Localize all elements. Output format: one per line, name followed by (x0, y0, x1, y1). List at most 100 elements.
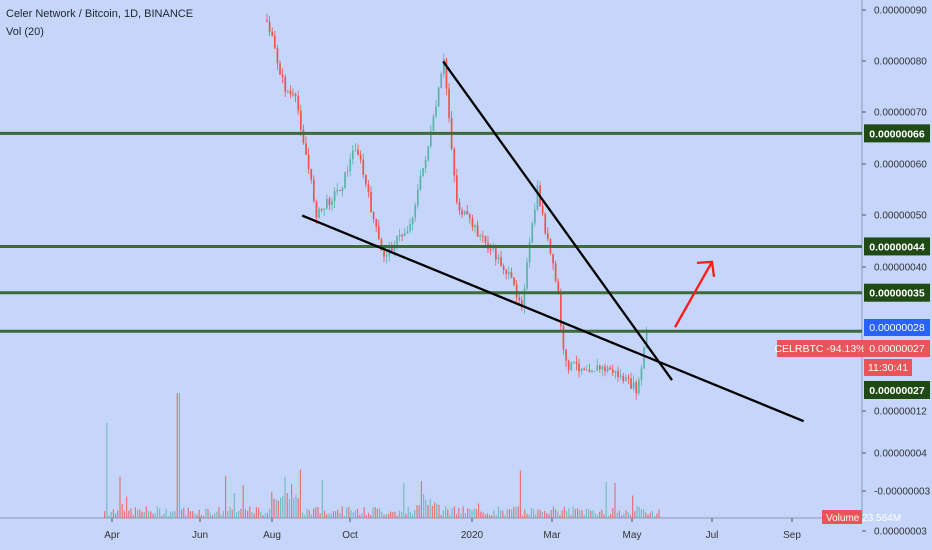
candle-body (520, 300, 523, 308)
volume-bar (524, 509, 526, 518)
volume-bar (517, 506, 519, 518)
volume-bar (383, 514, 385, 518)
volume-bar (203, 515, 205, 518)
symbol-badge-label: CELRBTC -94.13% (774, 343, 865, 355)
candle-body (266, 20, 268, 22)
candle-body (390, 245, 393, 251)
volume-bar (330, 513, 332, 518)
volume-bar (313, 508, 315, 518)
volume-bar (255, 506, 257, 518)
volume-bar (427, 505, 429, 518)
volume-bar (317, 507, 319, 518)
volume-bar (126, 496, 128, 518)
volume-bar (603, 514, 605, 518)
x-tick-label: Aug (263, 530, 281, 541)
volume-bar (335, 511, 337, 518)
volume-bar (431, 505, 433, 518)
candle-body (627, 377, 630, 379)
volume-bar (497, 506, 499, 518)
candle-body (377, 226, 380, 240)
candle-body (403, 233, 406, 236)
candle-body (388, 245, 391, 255)
volume-bar (425, 499, 427, 518)
volume-bar (233, 493, 235, 518)
volume-bar (651, 510, 653, 518)
x-tick-label: May (623, 530, 642, 541)
volume-bar (269, 508, 271, 518)
volume-bar (222, 511, 224, 518)
candle-body (531, 223, 534, 243)
volume-bar (275, 499, 277, 518)
volume-bar (583, 514, 585, 518)
volume-bar (515, 507, 517, 518)
volume-bar (495, 515, 497, 518)
volume-bar (640, 509, 642, 518)
volume-bar (170, 511, 172, 518)
volume-bar (370, 514, 372, 518)
volume-bar (148, 511, 150, 518)
candle-body (489, 248, 492, 250)
chart-header: Celer Network / Bitcoin, 1D, BINANCE Vol… (6, 5, 193, 41)
volume-bar (205, 508, 207, 518)
volume-bar (280, 497, 282, 518)
volume-bar (352, 512, 354, 518)
candle-body (370, 191, 372, 213)
volume-bar (304, 514, 306, 518)
volume-bar (594, 513, 596, 518)
volume-bar (449, 514, 451, 518)
volume-bar (240, 508, 242, 518)
volume-bar (185, 515, 187, 518)
volume-bar (396, 515, 398, 518)
candle-body (533, 209, 536, 224)
volume-bar (605, 481, 607, 518)
candle-body (320, 208, 323, 210)
candle-body (328, 198, 331, 205)
candle-body (510, 272, 513, 278)
volume-bar (359, 514, 361, 518)
volume-bar (414, 510, 416, 518)
candle-body (611, 369, 614, 373)
volume-bar (251, 512, 253, 518)
volume-bar (475, 509, 477, 518)
volume-bar (260, 511, 262, 518)
candle-body (442, 59, 445, 74)
volume-bar (346, 507, 348, 518)
volume-bar (480, 511, 482, 518)
volume-bar (374, 507, 376, 518)
candle-body (583, 368, 586, 371)
volume-bar (528, 514, 530, 518)
volume-bar (572, 506, 574, 518)
volume-bar (548, 514, 550, 518)
candle-body (479, 235, 482, 237)
candle-body (312, 179, 315, 202)
volume-bar (115, 513, 117, 518)
candle-body (515, 284, 518, 298)
volume-bar (176, 393, 178, 518)
volume-bar (348, 506, 350, 518)
volume-bar (253, 513, 255, 518)
volume-bar (566, 510, 568, 518)
candle-body (281, 74, 284, 78)
last-price-badge (864, 340, 930, 357)
volume-bar (447, 509, 449, 518)
candle-body (580, 368, 583, 372)
candle-body (604, 366, 606, 372)
volume-bars (104, 393, 660, 518)
volume-bar (535, 514, 537, 518)
volume-bar (108, 515, 110, 518)
candle-body (393, 246, 396, 251)
volume-bar (614, 482, 616, 518)
volume-bar (209, 512, 211, 518)
volume-bar (638, 506, 640, 518)
volume-bar (403, 483, 405, 518)
volume-bar (183, 507, 185, 518)
candle-body (435, 106, 437, 117)
volume-bar (178, 393, 180, 518)
candle-body (437, 87, 440, 107)
volume-bar (324, 510, 326, 518)
candle-body (614, 370, 617, 373)
volume-bar (220, 514, 222, 518)
candle-body (518, 297, 521, 301)
y-tick-label: 0.00000040 (874, 263, 927, 274)
